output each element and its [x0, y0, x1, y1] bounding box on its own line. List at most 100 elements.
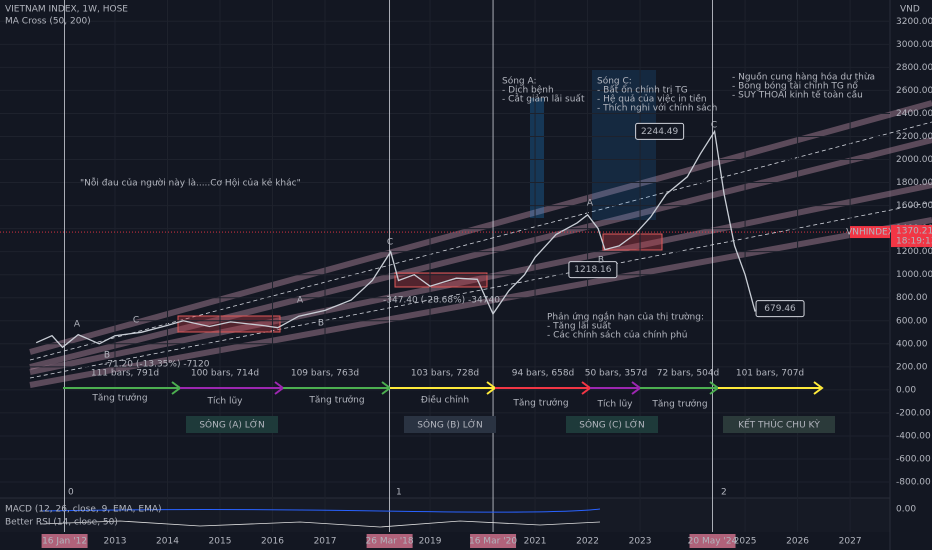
- x-tick-label: 2027: [839, 537, 862, 547]
- y-tick-label: -800.00: [896, 478, 931, 488]
- y-tick-label: 1200.00: [896, 247, 932, 257]
- note-line: - SUY THOÁI kinh tế toàn cầu: [732, 89, 863, 101]
- cycle-marker: 0: [68, 488, 74, 498]
- y-tick-label: 2800.00: [896, 63, 932, 73]
- macd-value: 0.00: [896, 505, 916, 515]
- channel-band: [29, 217, 932, 388]
- note-line: - Các chính sách của chính phủ: [547, 330, 687, 341]
- wave-label-bg: [723, 416, 835, 433]
- rsi-line: [39, 520, 601, 528]
- measurement: -347.40 (-28.68%) -34740: [383, 296, 500, 306]
- price-label-box: [755, 300, 805, 318]
- wave-label-bg: [186, 416, 278, 433]
- x-tick-label: 2021: [524, 537, 547, 547]
- x-tick-highlight: [41, 534, 88, 548]
- quote: "Nỗi đau của người này là.....Cơ Hội của…: [80, 178, 301, 189]
- y-tick-label: 200.00: [896, 362, 928, 372]
- channel-band: [29, 100, 932, 355]
- macd-label: MACD (12, 26, close, 9, EMA, EMA): [5, 505, 162, 515]
- wave-letter: A: [297, 296, 304, 306]
- note-line: Phản ứng ngắn hạn của thị trường:: [547, 312, 704, 323]
- bar-count: 94 bars, 658d: [512, 369, 575, 379]
- y-tick-label: 400.00: [896, 339, 928, 349]
- phase-label: Tăng trưởng: [91, 393, 147, 404]
- bar-count: 109 bars, 763d: [291, 369, 359, 379]
- x-tick-highlight: [470, 534, 517, 548]
- bar-count: 100 bars, 714d: [191, 369, 259, 379]
- bar-count: 101 bars, 707d: [736, 369, 804, 379]
- wave-letter: B: [598, 256, 604, 266]
- macd-line: [39, 508, 601, 513]
- x-tick-label: 2013: [104, 537, 127, 547]
- wave-letter: B: [104, 351, 110, 361]
- wave-letter: C: [133, 316, 139, 326]
- wave-box: [592, 70, 656, 220]
- wave-letter: A: [74, 320, 81, 330]
- rsi-label: Better RSI (14, close, 50): [5, 518, 118, 528]
- cycle-marker: 2: [721, 488, 727, 498]
- phase-label: Tăng trưởng: [512, 398, 568, 409]
- wave-letter: C: [711, 121, 717, 131]
- note-line: - Dịch bệnh: [502, 85, 554, 96]
- y-tick-label: -600.00: [896, 454, 931, 464]
- note-line: - Tăng lãi suất: [547, 321, 612, 332]
- y-tick-label: 1800.00: [896, 178, 932, 188]
- y-tick-label: 1600.00: [896, 201, 932, 211]
- channel-band: [29, 182, 932, 375]
- wave-label-bg: [404, 416, 496, 433]
- arrow-head: [813, 381, 824, 395]
- wave-letter: B: [318, 319, 324, 329]
- y-tick-label: 2600.00: [896, 86, 932, 96]
- note-line: - Bong bóng tài chính TG nổ: [732, 81, 858, 92]
- wave-label: SÓNG (B) LỚN: [417, 419, 482, 431]
- price-label: 2244.49: [641, 127, 678, 137]
- y-tick-label: 0.00: [896, 385, 916, 395]
- cycle-marker: 1: [396, 488, 402, 498]
- y-tick-label: 3200.00: [896, 17, 932, 27]
- x-tick-label: 26 Mar '18: [366, 537, 414, 547]
- bar-count: 111 bars, 791d: [91, 369, 159, 379]
- note-line: - Hệ quả của việc in tiền: [597, 94, 707, 105]
- price-label: 1218.16: [574, 265, 611, 275]
- price-tag-bg: [891, 225, 932, 248]
- series-name: VNHINDEX: [846, 228, 894, 238]
- x-tick-label: 2015: [209, 537, 232, 547]
- price-label-box: [635, 122, 685, 140]
- range-box: [177, 315, 281, 333]
- phase-label: Tăng trưởng: [651, 399, 707, 410]
- measurement: -71.20 (-13.35%) -7120: [104, 360, 210, 370]
- phase-label: Điều chỉnh: [421, 395, 469, 406]
- wave-label: SÓNG (A) LỚN: [199, 419, 264, 431]
- y-tick-label: 2400.00: [896, 109, 932, 119]
- x-tick-highlight: [689, 534, 736, 548]
- wave-label-bg: [566, 416, 658, 433]
- countdown: 18:19:13: [896, 237, 932, 247]
- channel-lines: [29, 100, 932, 388]
- price-label-box: [568, 261, 618, 279]
- x-tick-label: 2023: [629, 537, 652, 547]
- phase-label: Tích lũy: [206, 397, 243, 407]
- note-line: Sóng C:: [597, 76, 632, 87]
- x-tick-label: 2014: [156, 537, 179, 547]
- note-line: - Thích nghi với chính sách: [597, 103, 717, 114]
- bar-count: 103 bars, 728d: [411, 369, 479, 379]
- chart-title: VIETNAM INDEX, 1W, HOSE: [5, 5, 128, 15]
- x-tick-label: 16 Jan '12: [42, 537, 87, 547]
- x-tick-label: 2016: [261, 537, 284, 547]
- currency: VND: [900, 5, 920, 15]
- x-tick-label: 2019: [419, 537, 442, 547]
- x-tick-label: 2025: [734, 537, 757, 547]
- bar-count: 72 bars, 504d: [657, 369, 720, 379]
- y-tick-label: 3000.00: [896, 40, 932, 50]
- wave-letter: C: [387, 238, 393, 248]
- note-line: - Nguồn cung hàng hóa dư thừa: [732, 72, 875, 83]
- indicator-pane: [0, 498, 890, 532]
- y-tick-label: 600.00: [896, 316, 928, 326]
- x-tick-label: 2026: [786, 537, 809, 547]
- note-line: Sóng A:: [502, 76, 537, 87]
- range-box: [394, 272, 488, 288]
- wave-box: [530, 98, 544, 218]
- wave-label: SÓNG (C) LỚN: [579, 419, 645, 431]
- wave-label: KẾT THÚC CHU KỲ: [738, 419, 820, 431]
